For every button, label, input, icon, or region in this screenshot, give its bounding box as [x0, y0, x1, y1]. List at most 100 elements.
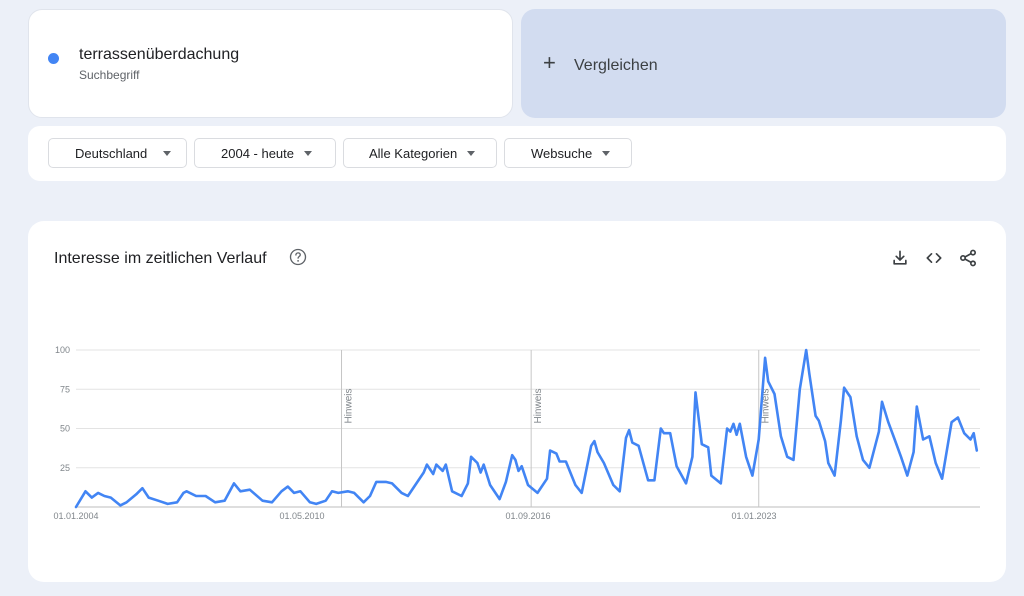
compare-button[interactable]: + Vergleichen [521, 9, 1006, 118]
search-term-name[interactable]: terrassenüberdachung [79, 46, 240, 63]
help-icon[interactable] [289, 248, 307, 266]
data-point [239, 490, 242, 493]
data-point [84, 490, 87, 493]
data-point [628, 429, 630, 431]
data-point [818, 419, 820, 422]
data-point [792, 459, 795, 461]
search-term-type: Suchbegriff [79, 68, 140, 82]
data-point [773, 393, 776, 395]
data-point [764, 357, 766, 359]
data-point [445, 463, 447, 466]
data-point [489, 484, 491, 486]
data-point [413, 485, 416, 488]
data-point [972, 432, 975, 434]
data-point [400, 492, 403, 494]
filter-property-label: Websuche [531, 145, 593, 161]
data-point [233, 482, 235, 485]
data-point [912, 451, 915, 453]
data-point [432, 473, 435, 475]
data-point [900, 456, 902, 458]
share-icon[interactable] [958, 248, 978, 268]
data-point [166, 503, 169, 505]
filter-category-dropdown[interactable]: Alle Kategorien [343, 138, 497, 168]
data-point [691, 456, 694, 458]
x-tick-label: 01.05.2010 [279, 511, 324, 521]
data-point [293, 492, 295, 494]
data-point [324, 499, 327, 502]
filter-region-dropdown[interactable]: Deutschland [48, 138, 187, 168]
data-point [596, 451, 599, 453]
data-point [808, 372, 811, 375]
data-point [460, 495, 463, 497]
data-point [780, 435, 782, 438]
y-tick-label: 50 [60, 424, 70, 434]
data-point [422, 471, 425, 474]
filter-time-dropdown[interactable]: 2004 - heute [194, 138, 336, 168]
data-point [182, 492, 185, 494]
data-point [498, 498, 501, 500]
data-point [814, 415, 817, 417]
data-point [710, 474, 713, 477]
data-point [593, 440, 596, 442]
annotation-label: Hinweis [533, 388, 544, 423]
data-point [878, 430, 880, 433]
data-point [590, 445, 592, 447]
data-point [520, 465, 523, 467]
series-color-dot [48, 53, 59, 64]
line-chart: Hinweis Hinweis Hinweis 25 50 75 100 01.01.20… [53, 345, 980, 521]
data-point [185, 490, 188, 493]
data-point [91, 496, 93, 499]
filter-bar: Deutschland 2004 - heute Alle Kategorien… [28, 126, 1006, 181]
data-point [799, 388, 801, 391]
data-point [669, 432, 671, 434]
data-point [893, 438, 896, 441]
data-point [97, 492, 99, 494]
data-point [505, 481, 507, 483]
data-point [435, 463, 438, 466]
data-point [479, 471, 482, 474]
data-point [331, 490, 333, 493]
data-point [470, 456, 472, 458]
data-point [558, 460, 561, 463]
data-point [631, 441, 634, 444]
y-tick-label: 75 [60, 384, 70, 394]
data-point [862, 459, 864, 461]
data-point [827, 462, 830, 464]
x-tick-label: 01.01.2004 [53, 511, 98, 521]
y-tick-label: 100 [55, 345, 70, 355]
data-point [922, 438, 924, 441]
data-point [441, 470, 444, 472]
search-term-card[interactable]: terrassenüberdachung Suchbegriff [28, 9, 513, 118]
data-point [739, 423, 741, 425]
data-point [720, 482, 722, 485]
data-point [969, 438, 972, 441]
data-point [271, 501, 273, 504]
data-point [647, 479, 649, 482]
data-point [176, 501, 178, 504]
data-point [223, 499, 226, 502]
embed-icon[interactable] [924, 248, 944, 268]
data-point [868, 467, 871, 469]
data-point [299, 490, 302, 493]
data-point [735, 434, 738, 436]
data-point [855, 435, 858, 438]
data-point [685, 482, 687, 485]
annotation-label: Hinweis [344, 388, 355, 423]
data-point [745, 456, 747, 458]
data-point [751, 474, 754, 477]
filter-property-dropdown[interactable]: Websuche [504, 138, 632, 168]
download-icon[interactable] [890, 248, 910, 268]
data-point [934, 462, 937, 464]
dropdown-arrow-icon [163, 150, 172, 156]
data-point [347, 490, 349, 493]
plus-icon: + [543, 50, 556, 75]
data-point [103, 495, 106, 497]
y-tick-label: 25 [60, 463, 70, 473]
data-point [612, 484, 615, 486]
data-point [369, 495, 371, 497]
data-point [385, 481, 387, 483]
data-point [580, 492, 583, 494]
data-point [110, 496, 112, 499]
data-point [482, 463, 485, 466]
data-point [928, 435, 931, 438]
